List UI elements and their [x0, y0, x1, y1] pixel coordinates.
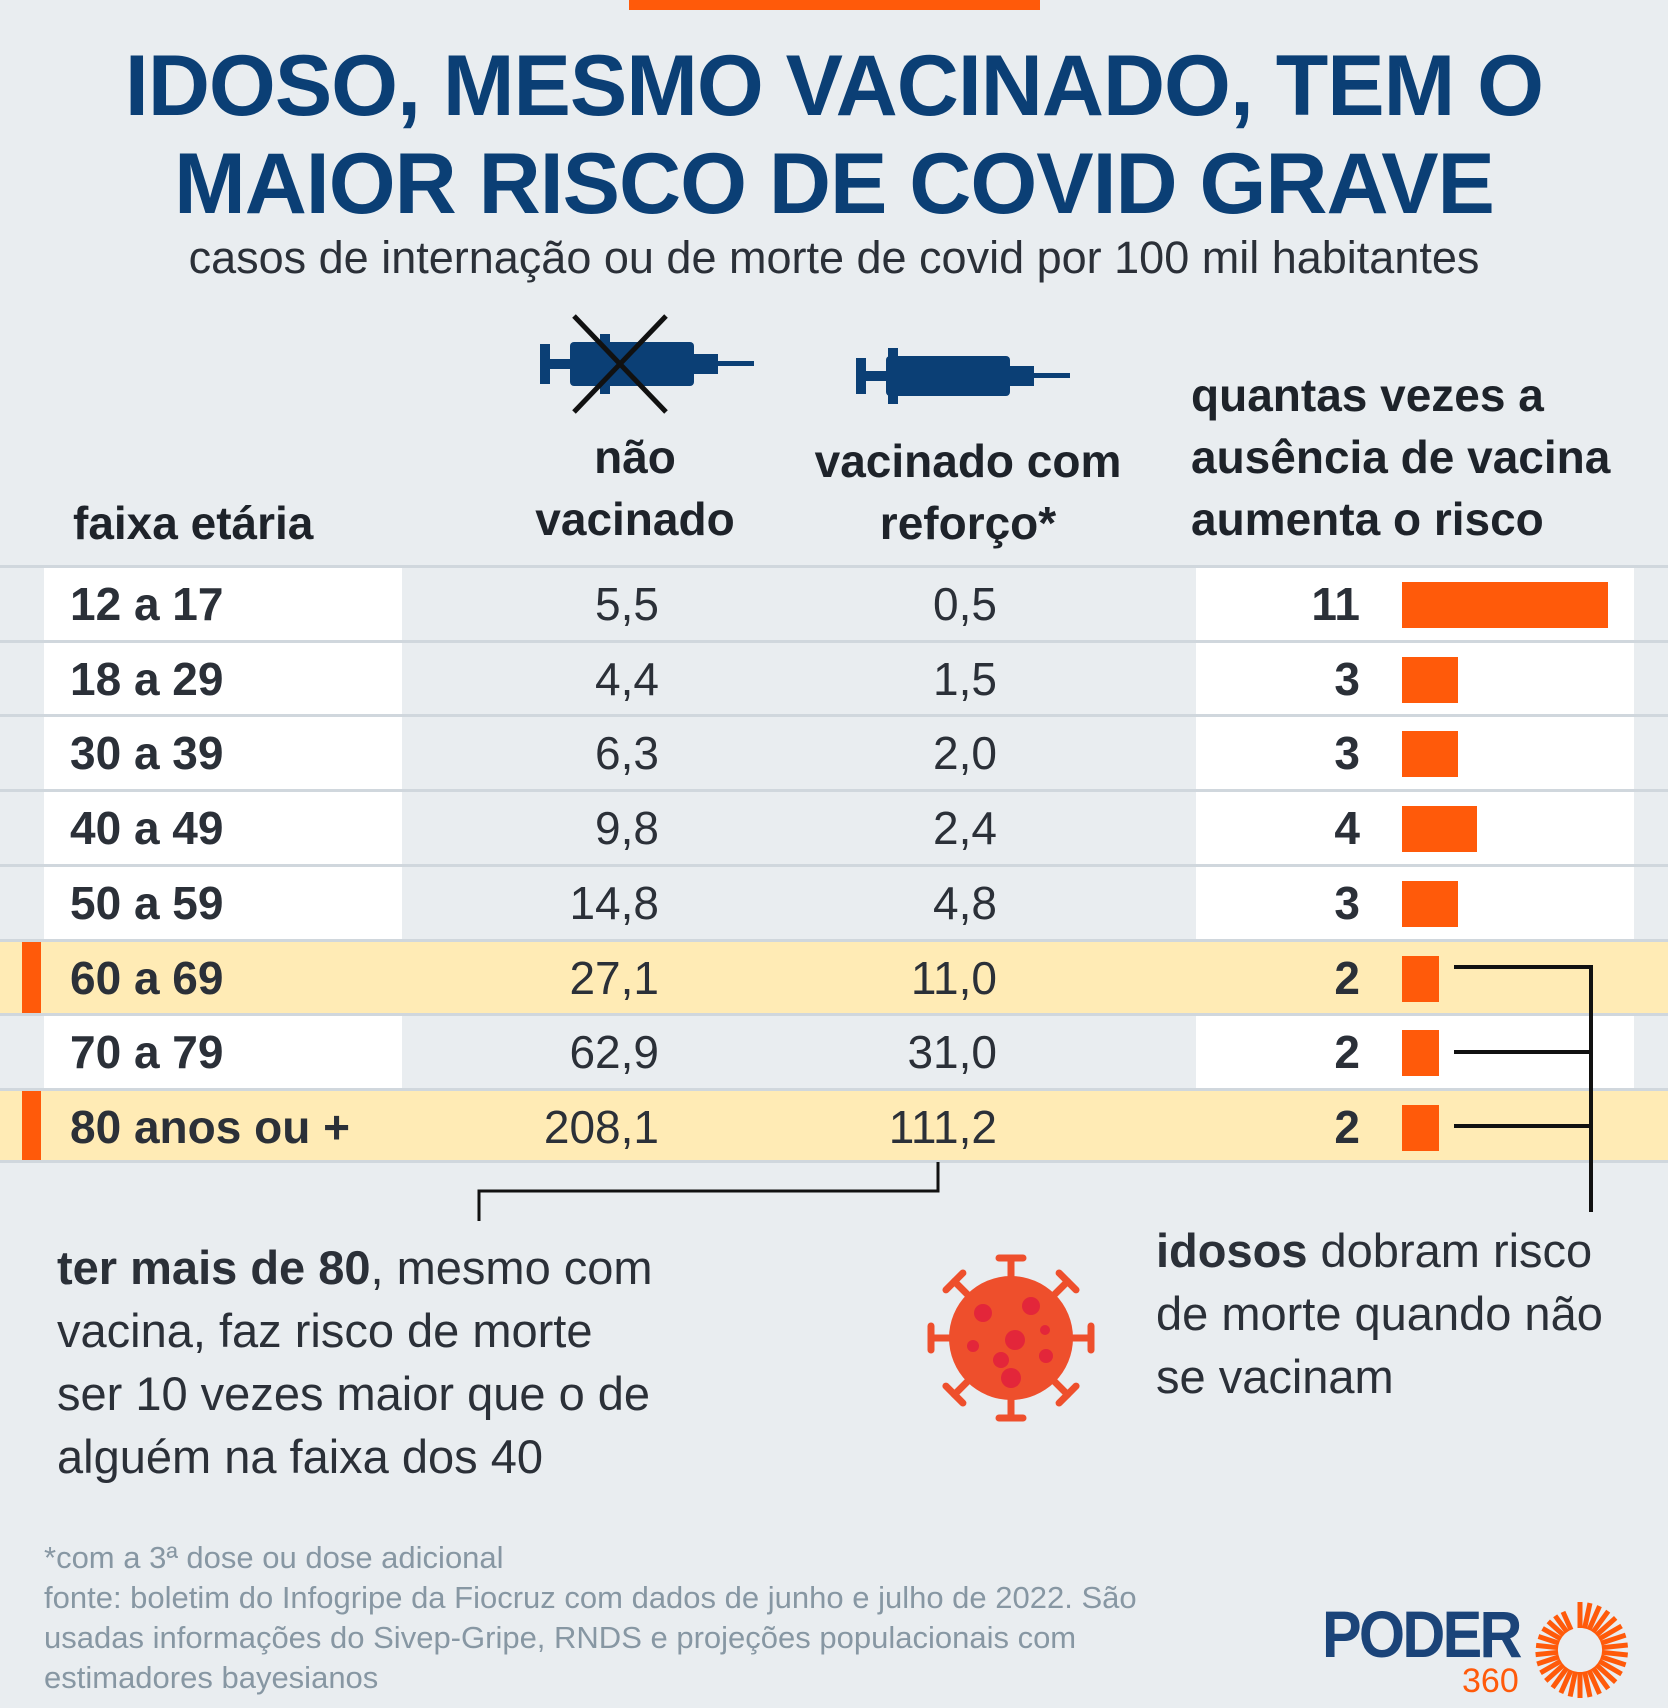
note-right-line3: se vacinam — [1156, 1350, 1394, 1403]
unvaccinated-value: 14,8 — [569, 876, 659, 929]
ratio-value: 11 — [1311, 578, 1360, 630]
unvaccinated-value: 6,3 — [595, 727, 659, 780]
age-label: 12 a 17 — [70, 578, 224, 630]
top-accent-bar — [629, 0, 1040, 10]
ratio-bar — [1402, 955, 1440, 1002]
unvaccinated-value: 27,1 — [569, 951, 659, 1004]
header-ratio: quantas vezes a ausência de vacina aumenta… — [1191, 364, 1610, 550]
age-label: 50 a 59 — [70, 876, 224, 929]
unvaccinated-value: 5,5 — [595, 578, 659, 630]
ratio-bar — [1402, 731, 1459, 778]
note-left: ter mais de 80, mesmo com vacina, faz ri… — [57, 1236, 653, 1488]
note-right-bold: idosos — [1156, 1224, 1308, 1277]
footnote-line1: *com a 3ª dose ou dose adicional — [44, 1540, 504, 1575]
ratio-bar — [1402, 1030, 1440, 1077]
header-vax-line2: reforço* — [879, 497, 1057, 549]
footnote-line2: fonte: boletim do Infogripe da Fiocruz c… — [44, 1580, 1137, 1615]
header-vax-line1: vacinado com — [814, 435, 1122, 487]
table-row: 40 a 49 9,8 2,4 4 — [0, 789, 1668, 865]
note-left-line3: ser 10 vezes maior que o de — [57, 1367, 651, 1420]
note-right-line2: de morte quando não — [1156, 1287, 1603, 1340]
note-left-line4: alguém na faixa dos 40 — [57, 1430, 543, 1483]
table-row: 18 a 29 4,4 1,5 3 — [0, 639, 1668, 715]
ratio-bar — [1402, 582, 1608, 628]
unvaccinated-value: 9,8 — [595, 802, 659, 855]
header-unvaccinated: não vacinado — [510, 426, 760, 550]
age-label: 70 a 79 — [70, 1026, 224, 1079]
note-left-line2: vacina, faz risco de morte — [57, 1304, 593, 1357]
vaccinated-value: 2,4 — [933, 802, 997, 855]
ratio-value: 3 — [1334, 727, 1360, 780]
header-ratio-line1: quantas vezes a — [1191, 369, 1544, 421]
table-row: 50 a 59 14,8 4,8 3 — [0, 863, 1668, 939]
unvaccinated-value: 208,1 — [543, 1100, 659, 1153]
ratio-value: 2 — [1334, 1100, 1360, 1153]
ratio-bar — [1402, 880, 1459, 927]
table-row: 12 a 17 5,5 0,5 11 — [0, 565, 1668, 640]
ratio-value: 3 — [1334, 652, 1360, 705]
highlight-marker — [22, 1090, 41, 1163]
vaccinated-value: 4,8 — [933, 876, 997, 929]
header-ratio-line2: ausência de vacina — [1191, 431, 1611, 483]
cell-bg — [44, 642, 402, 715]
header-vaccinated: vacinado com reforço* — [800, 430, 1136, 554]
age-label: 40 a 49 — [70, 802, 224, 855]
age-label: 80 anos ou + — [70, 1100, 350, 1153]
ratio-value: 3 — [1334, 876, 1360, 929]
footnote-line3: usadas informações do Sivep-Gripe, RNDS … — [44, 1620, 1077, 1655]
cell-bg — [44, 792, 402, 865]
vaccinated-value: 1,5 — [933, 652, 997, 705]
cell-bg — [44, 568, 402, 640]
table-row: 70 a 79 62,9 31,0 2 — [0, 1013, 1668, 1089]
ratio-bar — [1402, 806, 1477, 853]
vaccinated-value: 31,0 — [907, 1026, 997, 1079]
note-left-bold: ter mais de 80 — [57, 1241, 371, 1294]
crossed-syringe-icon — [540, 314, 754, 414]
note-right-rest: dobram risco — [1307, 1224, 1593, 1277]
logo-word: PODER — [1322, 1597, 1522, 1671]
ratio-bar — [1402, 656, 1459, 703]
unvaccinated-value: 62,9 — [569, 1026, 659, 1079]
ratio-bar — [1402, 1104, 1440, 1151]
footnote-line4: estimadores bayesianos — [44, 1660, 379, 1695]
logo-number: 360 — [1462, 1662, 1519, 1700]
note-left-rest: , mesmo com — [370, 1241, 653, 1294]
table-row: 60 a 69 27,1 11,0 2 — [0, 938, 1668, 1014]
ratio-value: 2 — [1334, 1026, 1360, 1079]
highlight-marker — [22, 941, 41, 1014]
subtitle: casos de internação ou de morte de covid… — [188, 232, 1480, 283]
title-line-2: MAIOR RISCO DE COVID GRAVE — [174, 136, 1495, 232]
vaccinated-value: 2,0 — [933, 727, 997, 780]
header-unvax-line1: não — [594, 431, 676, 483]
table-bottom-line — [0, 1160, 1668, 1163]
age-label: 18 a 29 — [70, 652, 224, 705]
footnote: *com a 3ª dose ou dose adicional fonte: … — [44, 1538, 1137, 1698]
header-ratio-line3: aumenta o risco — [1191, 493, 1544, 545]
header-unvax-line2: vacinado — [535, 493, 735, 545]
cell-bg — [44, 717, 402, 790]
header-age: faixa etária — [73, 497, 314, 549]
age-label: 30 a 39 — [70, 727, 224, 780]
note-right: idosos dobram risco de morte quando não … — [1156, 1219, 1603, 1408]
title-line-1: IDOSO, MESMO VACINADO, TEM O — [124, 38, 1544, 134]
virus-icon — [927, 1254, 1095, 1422]
age-label: 60 a 69 — [70, 951, 224, 1004]
unvaccinated-value: 4,4 — [595, 652, 659, 705]
table-row: 30 a 39 6,3 2,0 3 — [0, 714, 1668, 790]
ratio-value: 4 — [1334, 802, 1360, 855]
vaccinated-value: 111,2 — [888, 1100, 997, 1153]
table-row: 80 anos ou + 208,1 111,2 2 — [0, 1087, 1668, 1163]
sunburst-icon — [1535, 1602, 1628, 1698]
vaccinated-value: 0,5 — [933, 578, 997, 630]
cell-bg — [44, 1016, 402, 1089]
ratio-value: 2 — [1334, 951, 1360, 1004]
syringe-icon — [856, 348, 1070, 404]
cell-bg — [44, 866, 402, 939]
poder360-logo: PODER 360 — [1322, 1596, 1662, 1706]
vaccinated-value: 11,0 — [910, 951, 997, 1004]
